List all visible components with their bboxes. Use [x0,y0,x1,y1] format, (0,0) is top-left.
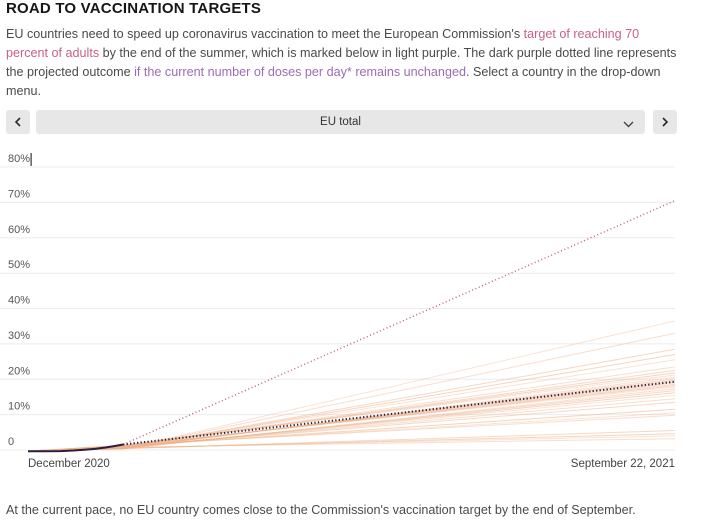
y-tick-label: 20% [8,365,30,377]
y-tick-label: 30% [8,330,30,342]
country-projection-line [27,438,676,452]
country-projection-line [27,435,676,452]
y-tick-label: 70% [8,188,30,200]
intro-text-2: by the end of the summer, which is marke… [6,46,677,79]
y-tick-label: 50% [8,259,30,271]
footer-note: At the current pace, no EU country comes… [6,503,636,517]
previous-country-button[interactable] [6,110,30,134]
y-tick-label: 80% [8,153,30,165]
chevron-down-icon [623,119,634,131]
vaccination-chart-svg: 80% 70% 60% 50% 40% 30% 20% 10% 0 December 2020 Se… [0,153,676,470]
country-dropdown-value: EU total [320,116,361,128]
intro-text-1: EU countries need to speed up coronaviru… [6,27,524,41]
target-link[interactable]: target of reaching 70 percent of adults [6,27,640,60]
y-tick-label: 10% [8,401,30,413]
country-projection-line [27,372,676,452]
y-tick-label: 60% [8,224,30,236]
eu-projection-dotted-line [122,380,676,446]
country-projection-line [27,408,676,452]
y-tick-label: 0 [8,436,14,448]
intro-paragraph: EU countries need to speed up coronaviru… [6,25,684,101]
y-tick-label: 40% [8,295,30,307]
next-country-button[interactable] [653,110,677,134]
x-axis-label-start: December 2020 [28,458,110,470]
text-cursor [30,153,32,166]
page-title: ROAD TO VACCINATION TARGETS [6,0,262,17]
country-selector-controls: EU total [0,110,703,134]
current-pace-link[interactable]: if the current number of doses per day* … [134,65,466,79]
country-projection-line [27,412,676,452]
vaccination-chart: 80% 70% 60% 50% 40% 30% 20% 10% 0 December 2020 Se… [0,145,703,485]
x-axis-label-end: September 22, 2021 [571,458,675,470]
chevron-left-icon [14,115,22,130]
intro-text-3: . Select a country in the drop-down menu… [6,65,661,98]
chevron-right-icon [661,115,669,130]
eu-actual-line [28,443,124,453]
country-dropdown[interactable]: EU total [36,110,645,134]
